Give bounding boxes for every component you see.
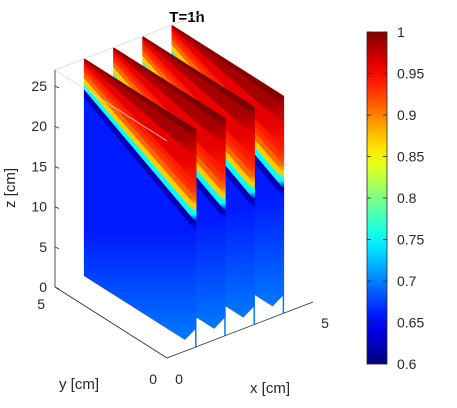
z-tick: [54, 125, 60, 129]
colorbar-tick-label: 0.85: [397, 149, 424, 165]
colorbar-tick-label: 0.7: [397, 273, 417, 289]
colorbar-tick-label: 1: [397, 24, 405, 40]
chart-title: T=1h: [169, 9, 204, 26]
colorbar-tick-label: 0.95: [397, 66, 424, 82]
colorbar-tick-label: 0.75: [397, 232, 424, 248]
z-tick-label: 25: [31, 78, 47, 94]
z-tick: [54, 166, 60, 169]
colorbar-tick-label: 0.65: [397, 315, 424, 331]
z-tick-label: 5: [39, 239, 47, 255]
z-tick-label: 20: [31, 118, 47, 134]
z-tick: [54, 206, 60, 209]
gap-notch: [255, 295, 283, 324]
colorbar-tick-label: 0.6: [397, 356, 417, 372]
colorbar-tick-label: 0.8: [397, 190, 417, 206]
z-tick-label: 15: [31, 158, 47, 174]
x-axis-line: [166, 301, 314, 359]
y-axis-label: y [cm]: [59, 376, 99, 393]
colorbar: 0.6 0.65 0.7 0.75 0.8 0.85 0.9 0.95 1: [366, 24, 424, 372]
y-axis-line: [54, 286, 168, 359]
gap-notch: [226, 307, 254, 336]
z-tick: [54, 85, 60, 89]
axis-labels: z [cm] y [cm] x [cm]: [2, 168, 290, 397]
axes-frame: [54, 13, 314, 359]
gap-notch: [168, 329, 196, 358]
z-tick: [54, 246, 60, 250]
y-tick-label: 5: [37, 296, 45, 312]
z-tick-label: 0: [39, 279, 47, 295]
frame-top-back: [54, 13, 202, 71]
colorbar-tick-label: 0.9: [397, 107, 417, 123]
slice-gaps: [168, 295, 283, 358]
frame-top-left: [54, 69, 168, 142]
x-tick-label: 0: [175, 371, 183, 387]
slice-x-1: [83, 58, 197, 348]
gap-notch: [197, 318, 225, 347]
z-tick-label: 10: [31, 199, 47, 215]
z-tick: [54, 286, 60, 290]
x-axis-label: x [cm]: [250, 380, 290, 397]
y-tick-label: 0: [149, 371, 157, 387]
z-axis-label: z [cm]: [2, 168, 19, 208]
x-tick-label: 5: [321, 315, 329, 331]
